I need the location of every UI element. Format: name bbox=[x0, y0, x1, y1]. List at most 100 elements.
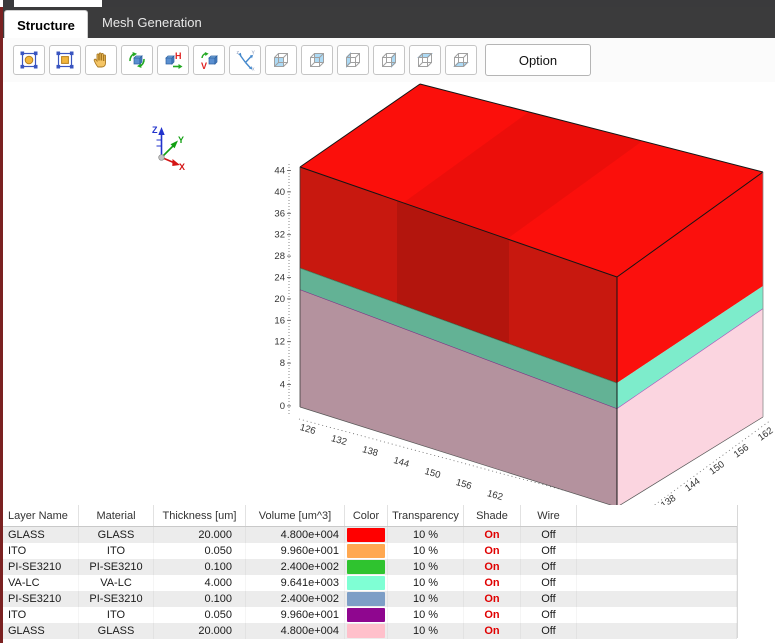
wire-cell[interactable]: Off bbox=[521, 559, 577, 575]
transparency-cell[interactable]: 10 % bbox=[388, 527, 464, 543]
right-view-button[interactable] bbox=[373, 45, 405, 75]
tab-structure[interactable]: Structure bbox=[4, 10, 88, 39]
volume-cell: 9.641e+003 bbox=[246, 575, 345, 591]
wire-cell[interactable]: Off bbox=[521, 623, 577, 639]
layer-row-pi-se3210[interactable]: PI-SE3210PI-SE32100.1002.400e+00210 %OnO… bbox=[3, 591, 737, 607]
wire-cell[interactable]: Off bbox=[521, 591, 577, 607]
rotate-view-button[interactable] bbox=[121, 45, 153, 75]
layer-color-swatch[interactable] bbox=[347, 560, 385, 574]
axis-tick-label: 144 bbox=[392, 455, 410, 470]
material-cell[interactable]: VA-LC bbox=[79, 575, 154, 591]
front-view-button[interactable] bbox=[265, 45, 297, 75]
transparency-cell[interactable]: 10 % bbox=[388, 607, 464, 623]
transparency-cell[interactable]: 10 % bbox=[388, 591, 464, 607]
structure-3d-viewport[interactable]: 444036322824201612840 126132138144150156… bbox=[0, 82, 775, 505]
color-cell[interactable] bbox=[345, 607, 388, 623]
layer-name-cell[interactable]: GLASS bbox=[3, 623, 79, 639]
shade-cell[interactable]: On bbox=[464, 575, 521, 591]
color-cell[interactable] bbox=[345, 559, 388, 575]
shade-cell[interactable]: On bbox=[464, 607, 521, 623]
column-header-transparency[interactable]: Transparency bbox=[388, 505, 464, 526]
layer-row-glass[interactable]: GLASSGLASS20.0004.800e+00410 %OnOff bbox=[3, 527, 737, 543]
layer-name-cell[interactable]: ITO bbox=[3, 543, 79, 559]
z-axis: 444036322824201612840 bbox=[274, 164, 291, 414]
thickness-cell[interactable]: 0.050 bbox=[154, 607, 246, 623]
layer-color-swatch[interactable] bbox=[347, 576, 385, 590]
axis-tick-label: 32 bbox=[274, 230, 285, 241]
transparency-cell[interactable]: 10 % bbox=[388, 623, 464, 639]
flip-horizontal-button[interactable]: H bbox=[157, 45, 189, 75]
left-view-button[interactable] bbox=[337, 45, 369, 75]
axis-tick-label: 8 bbox=[280, 358, 285, 369]
layer-name-cell[interactable]: ITO bbox=[3, 607, 79, 623]
pan-button[interactable] bbox=[85, 45, 117, 75]
tab-mesh-generation[interactable]: Mesh Generation bbox=[92, 7, 212, 38]
option-button[interactable]: Option bbox=[485, 44, 591, 76]
color-cell[interactable] bbox=[345, 575, 388, 591]
column-header-volume-um-3[interactable]: Volume [um^3] bbox=[246, 505, 345, 526]
isometric-view-button[interactable]: zYx bbox=[229, 45, 261, 75]
layer-table-body: GLASSGLASS20.0004.800e+00410 %OnOffITOIT… bbox=[3, 527, 737, 639]
layer-color-swatch[interactable] bbox=[347, 608, 385, 622]
color-cell[interactable] bbox=[345, 591, 388, 607]
color-cell[interactable] bbox=[345, 527, 388, 543]
thickness-cell[interactable]: 20.000 bbox=[154, 623, 246, 639]
layer-row-ito[interactable]: ITOITO0.0509.960e+00110 %OnOff bbox=[3, 543, 737, 559]
option-button-label: Option bbox=[519, 53, 557, 68]
color-cell[interactable] bbox=[345, 543, 388, 559]
column-header-color[interactable]: Color bbox=[345, 505, 388, 526]
thickness-cell[interactable]: 0.050 bbox=[154, 543, 246, 559]
wire-cell[interactable]: Off bbox=[521, 575, 577, 591]
column-header-material[interactable]: Material bbox=[79, 505, 154, 526]
wire-cell[interactable]: Off bbox=[521, 527, 577, 543]
shade-cell[interactable]: On bbox=[464, 527, 521, 543]
transparency-cell[interactable]: 10 % bbox=[388, 559, 464, 575]
layer-table-header: Layer NameMaterialThickness [um]Volume [… bbox=[3, 505, 737, 527]
layer-row-pi-se3210[interactable]: PI-SE3210PI-SE32100.1002.400e+00210 %OnO… bbox=[3, 559, 737, 575]
thickness-cell[interactable]: 4.000 bbox=[154, 575, 246, 591]
material-cell[interactable]: ITO bbox=[79, 543, 154, 559]
shade-cell[interactable]: On bbox=[464, 623, 521, 639]
layer-color-swatch[interactable] bbox=[347, 624, 385, 638]
top-view-button[interactable] bbox=[409, 45, 441, 75]
zoom-window-button[interactable] bbox=[49, 45, 81, 75]
layer-box bbox=[300, 82, 763, 505]
layer-row-va-lc[interactable]: VA-LCVA-LC4.0009.641e+00310 %OnOff bbox=[3, 575, 737, 591]
column-header-shade[interactable]: Shade bbox=[464, 505, 521, 526]
layer-row-glass[interactable]: GLASSGLASS20.0004.800e+00410 %OnOff bbox=[3, 623, 737, 639]
material-cell[interactable]: GLASS bbox=[79, 527, 154, 543]
thickness-cell[interactable]: 0.100 bbox=[154, 559, 246, 575]
wire-cell[interactable]: Off bbox=[521, 607, 577, 623]
layer-color-swatch[interactable] bbox=[347, 544, 385, 558]
color-cell[interactable] bbox=[345, 623, 388, 639]
filler-cell bbox=[577, 591, 737, 607]
layer-color-swatch[interactable] bbox=[347, 592, 385, 606]
wire-cell[interactable]: Off bbox=[521, 543, 577, 559]
transparency-cell[interactable]: 10 % bbox=[388, 543, 464, 559]
shade-cell[interactable]: On bbox=[464, 543, 521, 559]
back-view-button[interactable] bbox=[301, 45, 333, 75]
shade-cell[interactable]: On bbox=[464, 559, 521, 575]
thickness-cell[interactable]: 20.000 bbox=[154, 527, 246, 543]
thickness-cell[interactable]: 0.100 bbox=[154, 591, 246, 607]
layer-color-swatch[interactable] bbox=[347, 528, 385, 542]
flip-vertical-button[interactable]: V bbox=[193, 45, 225, 75]
layer-name-cell[interactable]: PI-SE3210 bbox=[3, 591, 79, 607]
layer-row-ito[interactable]: ITOITO0.0509.960e+00110 %OnOff bbox=[3, 607, 737, 623]
column-header-thickness-um[interactable]: Thickness [um] bbox=[154, 505, 246, 526]
material-cell[interactable]: PI-SE3210 bbox=[79, 559, 154, 575]
bottom-view-button[interactable] bbox=[445, 45, 477, 75]
layer-name-cell[interactable]: GLASS bbox=[3, 527, 79, 543]
material-cell[interactable]: ITO bbox=[79, 607, 154, 623]
shade-cell[interactable]: On bbox=[464, 591, 521, 607]
axis-tick-label: 156 bbox=[732, 442, 751, 460]
material-cell[interactable]: PI-SE3210 bbox=[79, 591, 154, 607]
layer-name-cell[interactable]: PI-SE3210 bbox=[3, 559, 79, 575]
fit-view-button[interactable] bbox=[13, 45, 45, 75]
layer-name-cell[interactable]: VA-LC bbox=[3, 575, 79, 591]
material-cell[interactable]: GLASS bbox=[79, 623, 154, 639]
transparency-cell[interactable]: 10 % bbox=[388, 575, 464, 591]
column-header-wire[interactable]: Wire bbox=[521, 505, 577, 526]
table-right-divider bbox=[737, 505, 738, 638]
column-header-layer-name[interactable]: Layer Name bbox=[3, 505, 79, 526]
